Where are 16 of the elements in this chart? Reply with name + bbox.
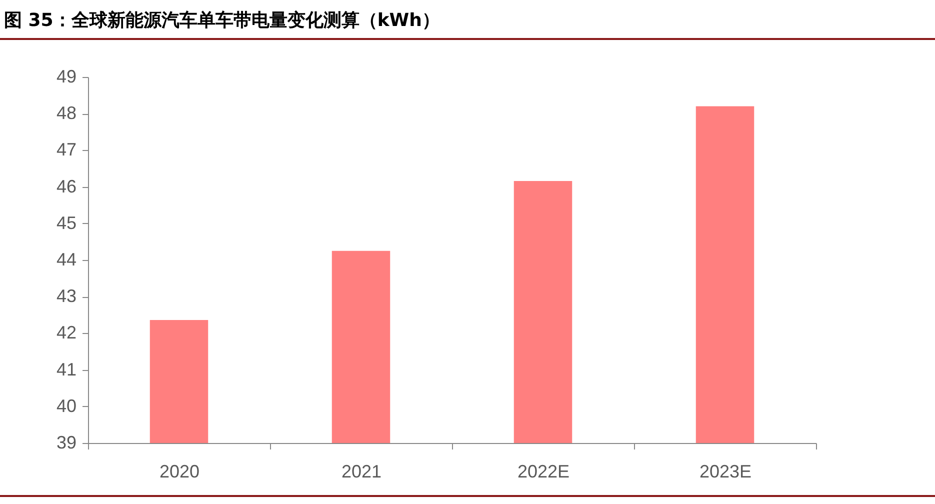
y-tick-label: 48 xyxy=(56,103,76,124)
x-tick-label: 2020 xyxy=(159,462,200,482)
y-tick-label: 45 xyxy=(56,212,76,233)
y-tick-label: 40 xyxy=(56,396,76,416)
chart-title: 图 35：全球新能源汽车单车带电量变化测算（kWh） xyxy=(0,0,935,40)
y-tick-label: 49 xyxy=(56,66,76,86)
y-tick-label: 46 xyxy=(56,176,76,196)
x-tick-label: 2021 xyxy=(341,462,382,482)
y-tick-label: 39 xyxy=(56,432,76,452)
y-tick-label: 43 xyxy=(56,286,76,306)
y-tick-label: 47 xyxy=(56,140,76,160)
y-tick-label: 44 xyxy=(56,250,76,270)
x-tick-label: 2023E xyxy=(699,462,752,482)
y-tick-label: 41 xyxy=(56,359,76,380)
x-tick-label: 2022E xyxy=(517,462,570,482)
y-tick-label: 42 xyxy=(56,322,76,343)
